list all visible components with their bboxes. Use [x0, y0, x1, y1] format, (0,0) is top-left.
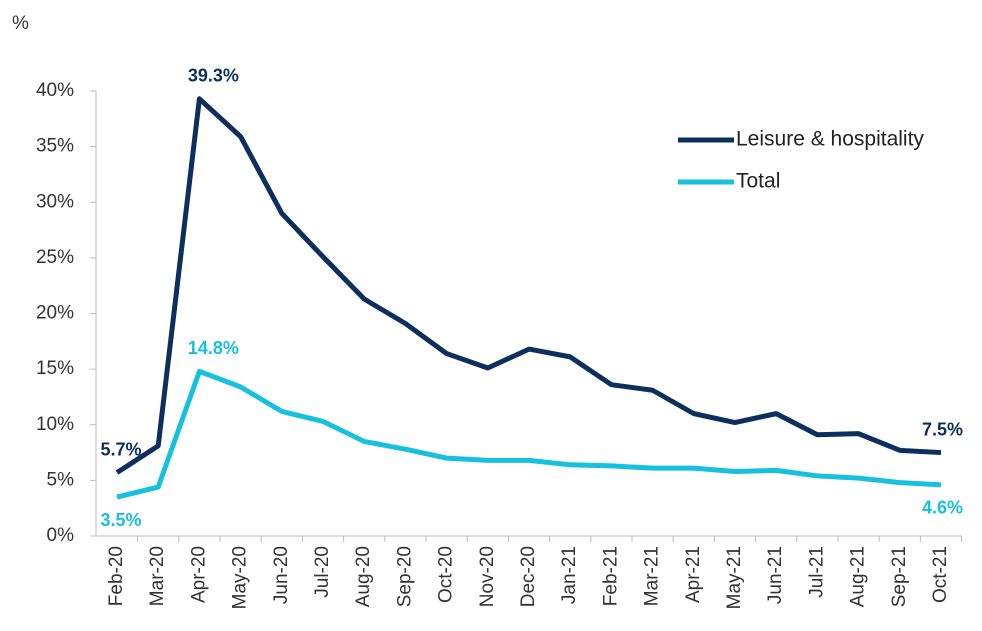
line-series: [116, 368, 942, 500]
x-tick-label: Sep-21: [889, 546, 910, 607]
y-axis-label: %: [12, 13, 29, 34]
x-tick-label: Oct-20: [436, 546, 457, 603]
x-tick-label: Mar-21: [642, 546, 663, 606]
x-tick-label: May-20: [230, 546, 251, 609]
y-tick-label: 40%: [36, 80, 74, 101]
x-tick-label: Mar-20: [147, 546, 168, 606]
x-tick-label: Jan-21: [559, 546, 580, 604]
x-tick-label: Aug-21: [848, 546, 869, 607]
x-tick-label: Apr-21: [683, 546, 704, 603]
y-tick-label: 10%: [36, 414, 74, 435]
x-tick-label: Jun-21: [765, 546, 786, 604]
x-tick-label: Apr-20: [188, 546, 209, 603]
x-tick-label: Nov-20: [477, 546, 498, 607]
data-label: 14.8%: [188, 338, 239, 358]
y-tick-label: 0%: [47, 525, 75, 546]
data-label: 7.5%: [922, 419, 963, 439]
legend-label: Leisure & hospitality: [736, 128, 924, 151]
x-tick-label: Jul-20: [312, 546, 333, 598]
x-tick-label: May-21: [724, 546, 745, 609]
legend-label: Total: [736, 170, 780, 193]
x-tick-label: Jul-21: [806, 546, 827, 598]
data-label: 5.7%: [100, 439, 141, 459]
data-label: 4.6%: [922, 498, 963, 518]
x-tick-label: Oct-21: [930, 546, 951, 603]
y-tick-label: 15%: [36, 358, 74, 379]
x-tick-label: Sep-20: [394, 546, 415, 607]
x-tick-label: Feb-20: [106, 546, 127, 606]
x-tick-label: Jun-20: [271, 546, 292, 604]
data-label: 39.3%: [188, 66, 239, 86]
y-tick-label: 20%: [36, 303, 74, 324]
y-tick-label: 35%: [36, 136, 74, 157]
x-tick-label: Dec-20: [518, 546, 539, 607]
y-tick-label: 25%: [36, 247, 74, 268]
x-tick-label: Aug-20: [353, 546, 374, 607]
y-tick-label: 30%: [36, 191, 74, 212]
data-label: 3.5%: [100, 510, 141, 530]
x-tick-label: Feb-21: [600, 546, 621, 606]
line-series: [115, 96, 942, 475]
y-tick-label: 5%: [47, 469, 75, 490]
